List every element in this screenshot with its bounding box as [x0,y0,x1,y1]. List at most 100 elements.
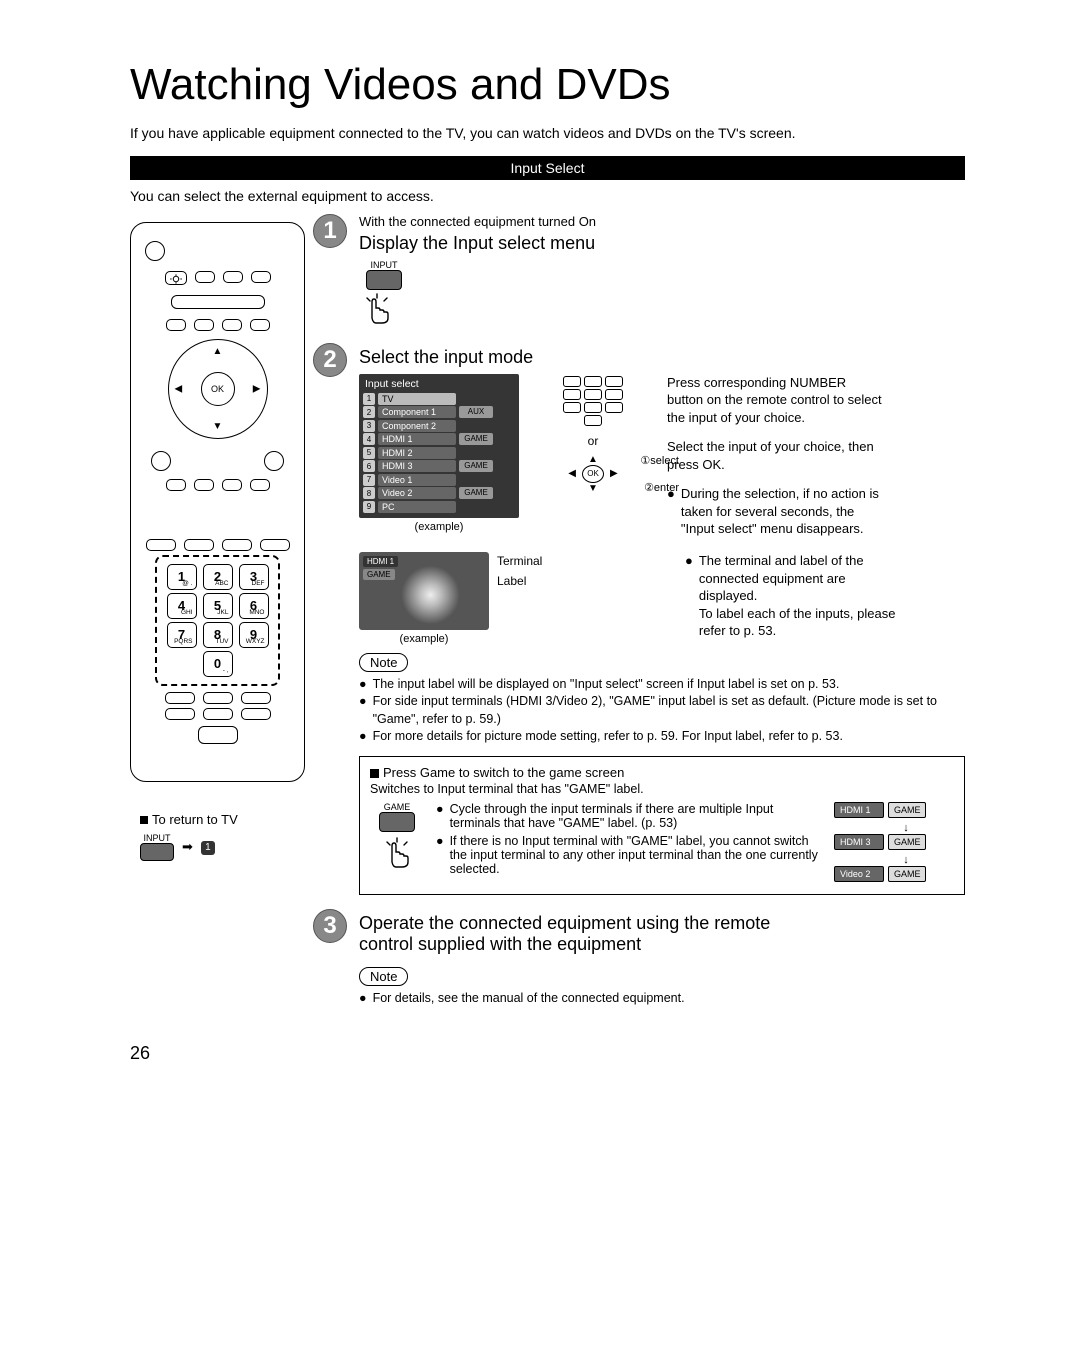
dpad-ok-button: OK [201,372,235,406]
bullet-icon: ● [436,834,444,876]
remote-generic-btn [222,319,242,331]
game-chip-terminal: HDMI 3 [834,834,884,850]
input-select-row-label: AUX [459,406,493,418]
note-text: The input label will be displayed on "In… [373,676,840,694]
step-3-title-a: Operate the connected equipment using th… [359,913,965,934]
input-select-row-number: 6 [363,460,375,472]
bullet-icon: ● [359,728,367,746]
hand-press-icon [359,290,409,329]
remote-key-3: 3DEF [239,564,269,590]
remote-generic-btn [260,539,290,551]
game-chip-label: GAME [888,834,926,850]
dpad-down-icon: ▼ [213,421,223,432]
game-note-2: If there is no Input terminal with "GAME… [450,834,822,876]
input-select-row-name: HDMI 3 [378,460,456,472]
step-2-note-b2: To label each of the inputs, please refe… [699,606,896,639]
remote-generic-btn [222,479,242,491]
remote-generic-btn [203,708,233,720]
example-caption: (example) [359,633,489,645]
mini-numpad-icon [533,376,653,426]
input-select-row-number: 7 [363,474,375,486]
remote-key-5: 5JKL [203,593,233,619]
input-button-caption: INPUT [140,833,174,843]
step-3-note: For details, see the manual of the conne… [373,990,685,1008]
input-select-row-label: GAME [459,433,493,445]
hand-press-icon [370,834,424,873]
remote-key-4: 4GHI [167,593,197,619]
step-2-title: Select the input mode [359,347,965,368]
remote-generic-btn [203,692,233,704]
bullet-icon: ● [685,552,693,640]
note-label: Note [359,653,408,672]
note-text: For more details for picture mode settin… [373,728,843,746]
remote-generic-btn [166,319,186,331]
dpad-right-icon: ▶ [610,468,618,479]
remote-generic-btn [222,539,252,551]
dpad-left-icon: ◀ [175,383,183,394]
input-select-row-name: TV [378,393,456,405]
remote-generic-btn [165,708,195,720]
tv-screen-mock: HDMI 1 GAME [359,552,489,630]
input-select-row-label: GAME [459,487,493,499]
arrow-down-icon: ↓ [834,822,954,834]
game-chip-label: GAME [888,866,926,882]
game-button-icon [379,812,415,832]
step-2-badge: 2 [313,343,347,377]
remote-generic-btn [145,241,165,261]
input-select-row-name: HDMI 1 [378,433,456,445]
step-1-badge: 1 [313,214,347,248]
step-2-instruction-b: Select the input of your choice, then pr… [667,438,882,473]
remote-generic-btn [146,539,176,551]
step-reference-badge: 1 [201,838,215,855]
remote-generic-btn [250,319,270,331]
input-select-row-number: 5 [363,447,375,459]
remote-generic-btn [171,295,265,309]
arrow-right-icon: ➡ [182,839,193,855]
dpad-right-icon: ▶ [253,383,261,394]
return-to-tv-label: To return to TV [152,812,238,827]
remote-number-pad-highlight: 1@ . 2ABC 3DEF 4GHI 5JKL 6MNO 7PQRS 8TUV… [155,555,280,686]
remote-generic-btn [241,708,271,720]
remote-dpad: ▲ ▼ ◀ ▶ OK [168,339,268,439]
dpad-ok-button: OK [582,465,604,483]
step-1-precondition: With the connected equipment turned On [359,214,965,229]
remote-generic-btn [165,271,187,285]
remote-generic-btn [223,271,243,283]
intro-text: If you have applicable equipment connect… [130,124,965,144]
input-select-row-name: PC [378,501,456,513]
remote-generic-btn [194,479,214,491]
remote-illustration: ▲ ▼ ◀ ▶ OK [130,222,305,782]
input-select-row-label: GAME [459,460,493,472]
step-2-instruction-a: Press corresponding NUMBER button on the… [667,374,882,427]
remote-key-1: 1@ . [167,564,197,590]
step-2-note-a: During the selection, if no action is ta… [681,485,882,538]
step-2-note-b: The terminal and label of the connected … [699,553,864,603]
remote-generic-btn [194,319,214,331]
game-chip-terminal: Video 2 [834,866,884,882]
remote-key-6: 6MNO [239,593,269,619]
input-button-caption: INPUT [359,260,409,270]
tv-terminal-badge: HDMI 1 [363,556,398,567]
input-select-row-number: 1 [363,393,375,405]
game-chip-terminal: HDMI 1 [834,802,884,818]
game-chip-label: GAME [888,802,926,818]
game-note-1: Cycle through the input terminals if the… [450,802,822,830]
bullet-icon: ● [359,693,367,728]
dpad-up-icon: ▲ [559,454,627,465]
input-select-menu-header: Input select [363,378,515,390]
note-text: For side input terminals (HDMI 3/Video 2… [373,693,965,728]
input-select-row-name: Video 1 [378,474,456,486]
remote-generic-btn [198,726,238,744]
bullet-icon: ● [436,802,444,830]
remote-generic-btn [151,451,171,471]
input-button-icon [140,843,174,861]
remote-generic-btn [184,539,214,551]
input-select-row-name: Component 1 [378,406,456,418]
page-number: 26 [130,1043,965,1064]
dpad-left-icon: ◀ [568,468,576,479]
arrow-down-icon: ↓ [834,854,954,866]
remote-generic-btn [165,692,195,704]
game-button-caption: GAME [370,802,424,812]
mini-dpad-icon: ▲ ◀ OK ▶ ▼ [559,454,627,494]
step-3-title-b: control supplied with the equipment [359,934,965,955]
